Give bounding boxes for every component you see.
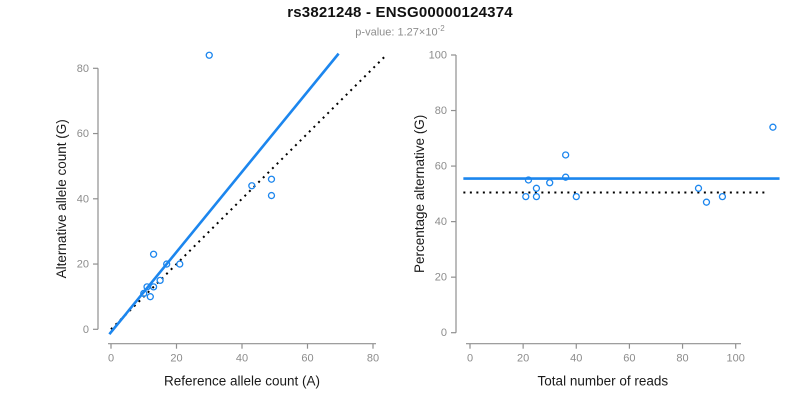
data-point (156, 276, 164, 285)
percentage-alternative-plot: 0 20 40 60 80 100 0 20 40 60 80 100 Total number of … (412, 50, 780, 389)
data-point (163, 260, 171, 268)
data-point (522, 192, 530, 201)
x-tick-label: 60 (623, 353, 635, 365)
data-point (702, 198, 711, 206)
y-tick-label: 80 (435, 105, 447, 117)
x-tick-label: 20 (517, 353, 529, 365)
x-axis-title: Reference allele count (A) (164, 374, 320, 389)
p-value-subtitle: p-value: 1.27×10-2 (0, 24, 800, 39)
data-point (146, 293, 154, 301)
fit-line (108, 52, 340, 336)
figure-title: rs3821248 - ENSG00000124374 (287, 4, 513, 21)
y-tick-label: 100 (429, 50, 447, 62)
x-tick-label: 0 (108, 353, 114, 365)
y-tick-label: 0 (83, 324, 89, 336)
y-tick-label: 40 (77, 193, 89, 205)
data-point (562, 173, 570, 181)
data-point (149, 283, 158, 291)
data-point (524, 176, 533, 184)
x-tick-label: 60 (301, 353, 313, 365)
p-value-exponent: -2 (437, 24, 445, 33)
data-point (149, 250, 158, 258)
x-tick-label: 0 (467, 353, 473, 365)
y-axis-title: Percentage alternative (G) (412, 115, 427, 273)
data-point (718, 192, 727, 201)
identity-line (110, 54, 387, 331)
y-tick-label: 20 (77, 259, 89, 271)
data-point (176, 260, 184, 268)
x-tick-label: 80 (367, 353, 379, 365)
x-tick-label: 40 (570, 353, 582, 365)
data-point (546, 179, 554, 187)
y-tick-label: 0 (441, 327, 447, 339)
data-point (267, 191, 276, 200)
y-tick-label: 40 (435, 216, 447, 228)
data-point (205, 51, 213, 59)
x-tick-label: 20 (170, 353, 182, 365)
y-axis-title: Alternative allele count (G) (54, 119, 69, 278)
data-point (562, 151, 570, 159)
data-point (532, 192, 541, 201)
x-tick-label: 100 (727, 353, 745, 365)
p-value-text: p-value: 1.27×10 (355, 26, 438, 39)
allele-counts-plot: 0 20 40 60 80 0 20 40 60 80 Reference allele count… (54, 51, 387, 389)
data-point (140, 289, 148, 298)
y-tick-label: 60 (77, 128, 89, 140)
y-tick-label: 80 (77, 63, 89, 75)
data-point (572, 192, 580, 201)
data-point (769, 123, 777, 131)
y-tick-label: 20 (435, 272, 447, 284)
data-point (694, 184, 703, 192)
x-axis-title: Total number of reads (538, 374, 669, 389)
data-point (267, 175, 276, 183)
data-point (248, 182, 256, 190)
y-tick-label: 60 (435, 161, 447, 173)
figure-header: rs3821248 - ENSG00000124374 p-value: 1.2… (0, 4, 800, 39)
x-tick-label: 40 (236, 353, 248, 365)
data-point (532, 184, 541, 192)
x-tick-label: 80 (676, 353, 688, 365)
